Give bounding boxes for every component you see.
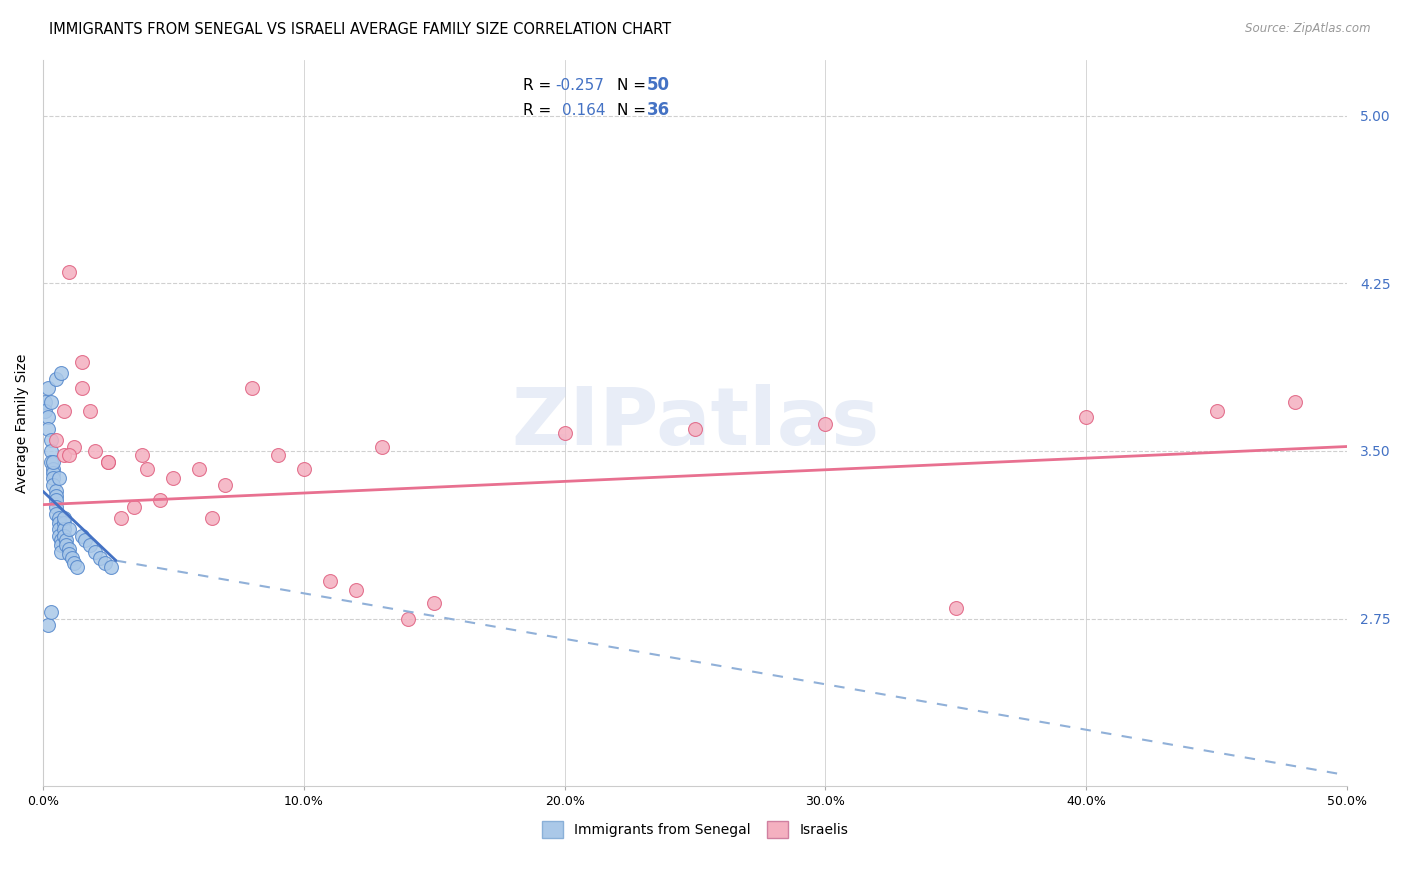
Point — [66, 560, 89, 574]
Point — [89, 551, 111, 566]
Point — [162, 471, 184, 485]
Point — [45, 433, 67, 447]
Point — [945, 600, 967, 615]
Legend: Immigrants from Senegal, Israelis: Immigrants from Senegal, Israelis — [536, 814, 855, 845]
Point — [37, 422, 59, 436]
Point — [52, 529, 75, 543]
Point — [42, 467, 65, 481]
Point — [136, 462, 159, 476]
Point — [45, 372, 67, 386]
Point — [344, 582, 367, 597]
Point — [52, 522, 75, 536]
Point — [49, 533, 72, 548]
Point — [58, 265, 80, 279]
Point — [39, 455, 62, 469]
Point — [39, 605, 62, 619]
Point — [97, 455, 120, 469]
Point — [60, 551, 83, 566]
Point — [55, 533, 77, 548]
Point — [58, 449, 80, 463]
Point — [42, 462, 65, 476]
Point — [34, 403, 56, 417]
Text: 50: 50 — [647, 76, 669, 94]
Point — [52, 511, 75, 525]
Point — [79, 403, 101, 417]
Y-axis label: Average Family Size: Average Family Size — [15, 353, 30, 492]
Point — [34, 394, 56, 409]
Point — [84, 544, 107, 558]
Point — [240, 381, 263, 395]
Point — [45, 489, 67, 503]
Point — [131, 449, 153, 463]
Text: R =: R = — [523, 103, 555, 118]
Point — [110, 511, 132, 525]
Point — [84, 444, 107, 458]
Point — [55, 538, 77, 552]
Text: -0.257: -0.257 — [555, 78, 605, 93]
Point — [39, 433, 62, 447]
Point — [319, 574, 342, 588]
Point — [266, 449, 288, 463]
Text: 36: 36 — [647, 102, 669, 120]
Point — [37, 381, 59, 395]
Text: 0.164: 0.164 — [562, 103, 606, 118]
Point — [149, 493, 172, 508]
Point — [554, 426, 576, 441]
Point — [42, 471, 65, 485]
Point — [371, 440, 394, 454]
Point — [1076, 410, 1098, 425]
Point — [122, 500, 145, 514]
Point — [37, 410, 59, 425]
Point — [52, 449, 75, 463]
Point — [58, 547, 80, 561]
Point — [49, 544, 72, 558]
Text: ZIPatlas: ZIPatlas — [510, 384, 879, 462]
Text: Source: ZipAtlas.com: Source: ZipAtlas.com — [1246, 22, 1371, 36]
Point — [42, 477, 65, 491]
Point — [49, 538, 72, 552]
Point — [79, 538, 101, 552]
Point — [58, 522, 80, 536]
Point — [70, 529, 93, 543]
Text: N =: N = — [617, 103, 651, 118]
Point — [45, 484, 67, 499]
Point — [97, 455, 120, 469]
Point — [42, 455, 65, 469]
Point — [94, 556, 117, 570]
Point — [396, 612, 419, 626]
Point — [48, 516, 70, 530]
Point — [48, 522, 70, 536]
Point — [48, 471, 70, 485]
Point — [1284, 394, 1306, 409]
Point — [1205, 403, 1227, 417]
Point — [73, 533, 96, 548]
Point — [214, 477, 236, 491]
Point — [201, 511, 224, 525]
Text: N =: N = — [617, 78, 651, 93]
Point — [70, 354, 93, 368]
Point — [58, 542, 80, 557]
Point — [70, 381, 93, 395]
Point — [100, 560, 122, 574]
Point — [49, 366, 72, 380]
Point — [48, 529, 70, 543]
Point — [45, 493, 67, 508]
Point — [814, 417, 837, 431]
Point — [52, 403, 75, 417]
Point — [39, 394, 62, 409]
Point — [48, 511, 70, 525]
Point — [423, 596, 446, 610]
Point — [683, 422, 706, 436]
Point — [39, 444, 62, 458]
Point — [63, 556, 86, 570]
Point — [45, 507, 67, 521]
Point — [52, 516, 75, 530]
Point — [45, 500, 67, 514]
Point — [188, 462, 211, 476]
Text: IMMIGRANTS FROM SENEGAL VS ISRAELI AVERAGE FAMILY SIZE CORRELATION CHART: IMMIGRANTS FROM SENEGAL VS ISRAELI AVERA… — [49, 22, 671, 37]
Text: R =: R = — [523, 78, 555, 93]
Point — [63, 440, 86, 454]
Point — [292, 462, 315, 476]
Point — [37, 618, 59, 632]
